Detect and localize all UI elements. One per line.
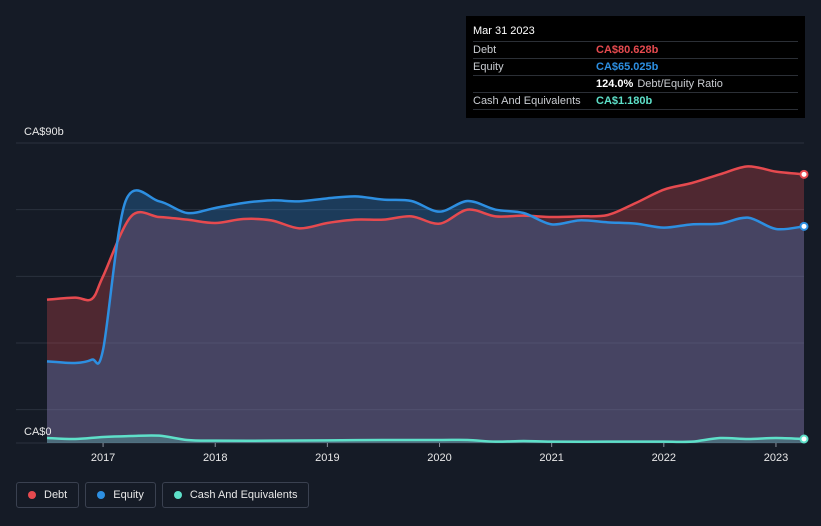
equity-area	[47, 190, 804, 443]
debt-area	[47, 166, 804, 443]
legend-item-cash[interactable]: Cash And Equivalents	[161, 482, 310, 508]
y-axis-bottom-label: CA$0	[24, 426, 52, 438]
series-lines	[46, 165, 805, 444]
tooltip-date: Mar 31 2023	[473, 25, 535, 37]
legend-equity-label: Equity	[113, 489, 144, 501]
debt-end-marker	[799, 169, 809, 179]
legend-debt-label: Debt	[44, 489, 68, 501]
cash-dot-icon	[173, 491, 182, 499]
equity-line	[46, 189, 805, 365]
tooltip-cash-label: Cash And Equivalents	[473, 95, 581, 107]
cash-end-marker	[799, 434, 809, 444]
tooltip-equity-row: Equity CA$65.025b	[473, 58, 798, 75]
tooltip-equity-value: CA$65.025b	[596, 61, 659, 73]
legend-item-debt[interactable]: Debt	[16, 482, 80, 508]
debt-line	[46, 165, 805, 302]
x-tick-label: 2018	[203, 452, 227, 464]
y-axis-top-label: CA$90b	[24, 126, 64, 138]
x-tick-label: 2021	[539, 452, 563, 464]
tooltip-debt-value: CA$80.628b	[596, 44, 659, 56]
debt-dot-icon	[28, 491, 36, 499]
legend-item-equity[interactable]: Equity	[85, 482, 156, 508]
tooltip-panel: Mar 31 2023 Debt CA$80.628b Equity CA$65…	[466, 16, 805, 118]
tooltip-ratio-label: Debt/Equity Ratio	[637, 78, 723, 90]
end-markers	[799, 169, 809, 444]
x-tick-label: 2023	[764, 452, 788, 464]
x-tick-label: 2019	[315, 452, 339, 464]
equity-dot-icon	[97, 491, 106, 499]
x-tick-label: 2020	[427, 452, 451, 464]
chart-legend: Debt Equity Cash And Equivalents	[16, 482, 310, 508]
tooltip-ratio-row: 124.0% Debt/Equity Ratio	[473, 75, 798, 92]
tooltip-debt-row: Debt CA$80.628b	[473, 41, 798, 58]
x-tick-label: 2017	[91, 452, 115, 464]
grid-lines	[16, 142, 804, 444]
x-tick-label: 2022	[652, 452, 676, 464]
tooltip-cash-value: CA$1.180b	[596, 95, 653, 107]
tooltip-cash-row: Cash And Equivalents CA$1.180b	[473, 92, 798, 110]
tooltip-ratio-value: 124.0%	[596, 78, 634, 90]
tooltip-debt-label: Debt	[473, 44, 497, 56]
legend-cash-label: Cash And Equivalents	[189, 489, 298, 501]
area-fills	[47, 166, 804, 443]
cash-line	[46, 434, 805, 444]
tooltip-equity-label: Equity	[473, 61, 504, 73]
x-axis-ticks: 2017 2018 2019 2020 2021 2022 2023	[91, 443, 788, 464]
equity-end-marker	[799, 221, 809, 231]
